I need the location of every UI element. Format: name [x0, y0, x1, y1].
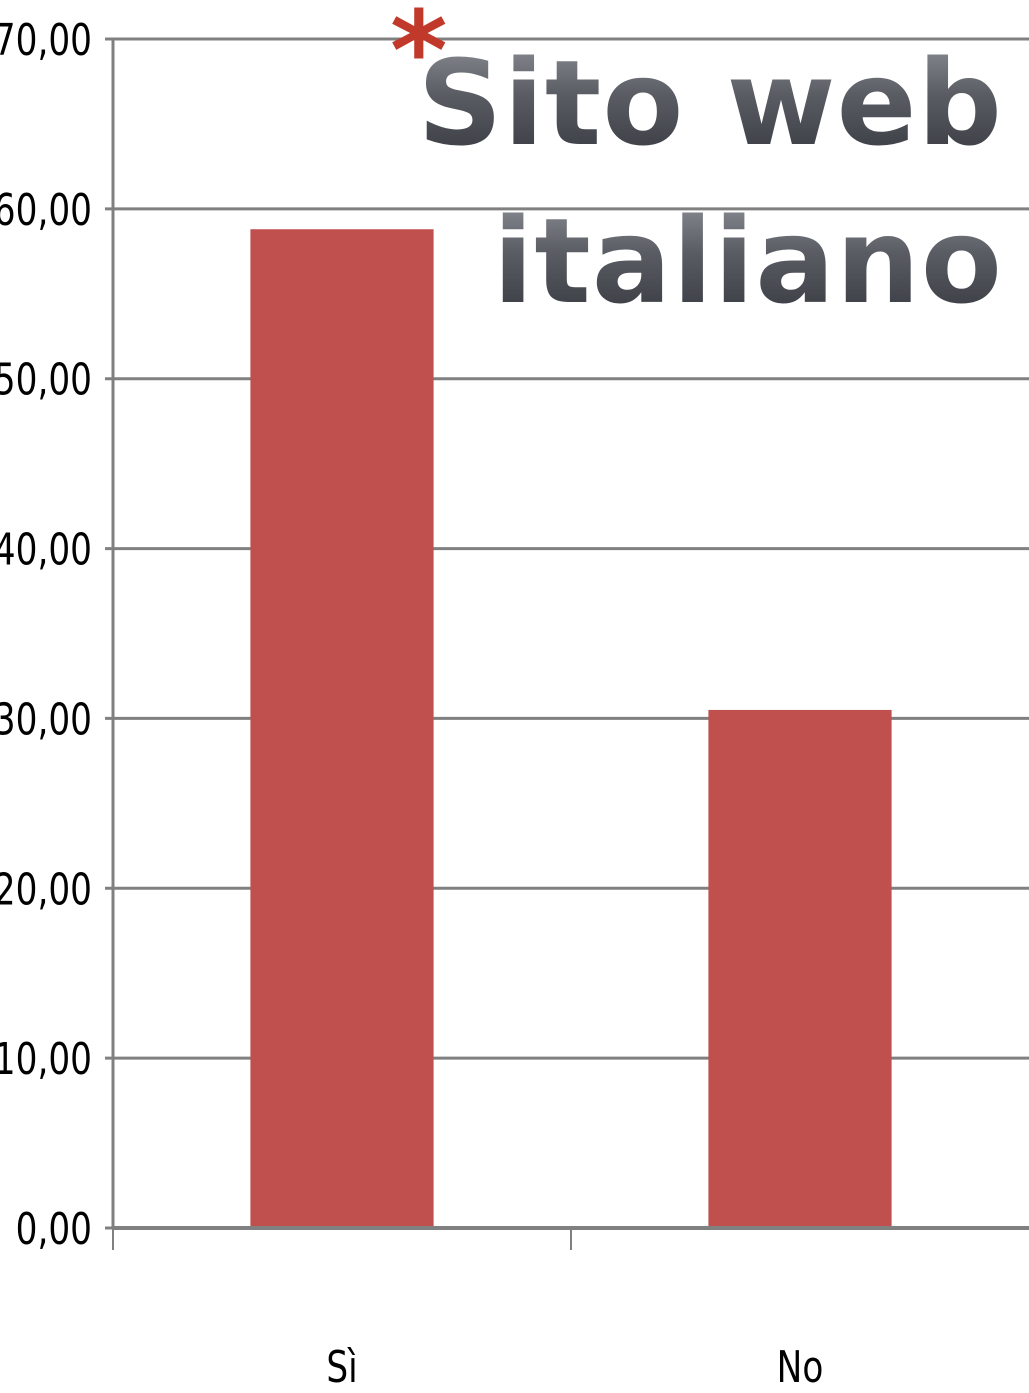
bars [250, 229, 892, 1229]
y-tick-label: 70,00 [0, 15, 92, 66]
chart-title: Sito web italiano [363, 24, 1003, 340]
bar-1 [708, 709, 892, 1228]
y-tick-label: 40,00 [0, 524, 92, 575]
x-category-label: Sì [326, 1342, 357, 1393]
x-category-label: No [777, 1342, 824, 1393]
chart-title-line-2: italiano [363, 182, 1003, 340]
bar-0 [250, 229, 434, 1229]
y-tick-label: 60,00 [0, 185, 92, 236]
y-tick-label: 30,00 [0, 694, 92, 745]
y-tick-label: 10,00 [0, 1034, 92, 1085]
axes [111, 39, 1029, 1250]
axis-labels: 0,00 10,00 20,00 30,00 40,00 50,00 60,00 70,00 S… [0, 15, 823, 1393]
title-bullet-icon: * [390, 0, 448, 106]
y-tick-label: 50,00 [0, 355, 92, 406]
y-tick-label: 0,00 [16, 1204, 92, 1255]
chart-title-line-1: Sito web [363, 24, 1003, 182]
y-tick-label: 20,00 [0, 864, 92, 915]
